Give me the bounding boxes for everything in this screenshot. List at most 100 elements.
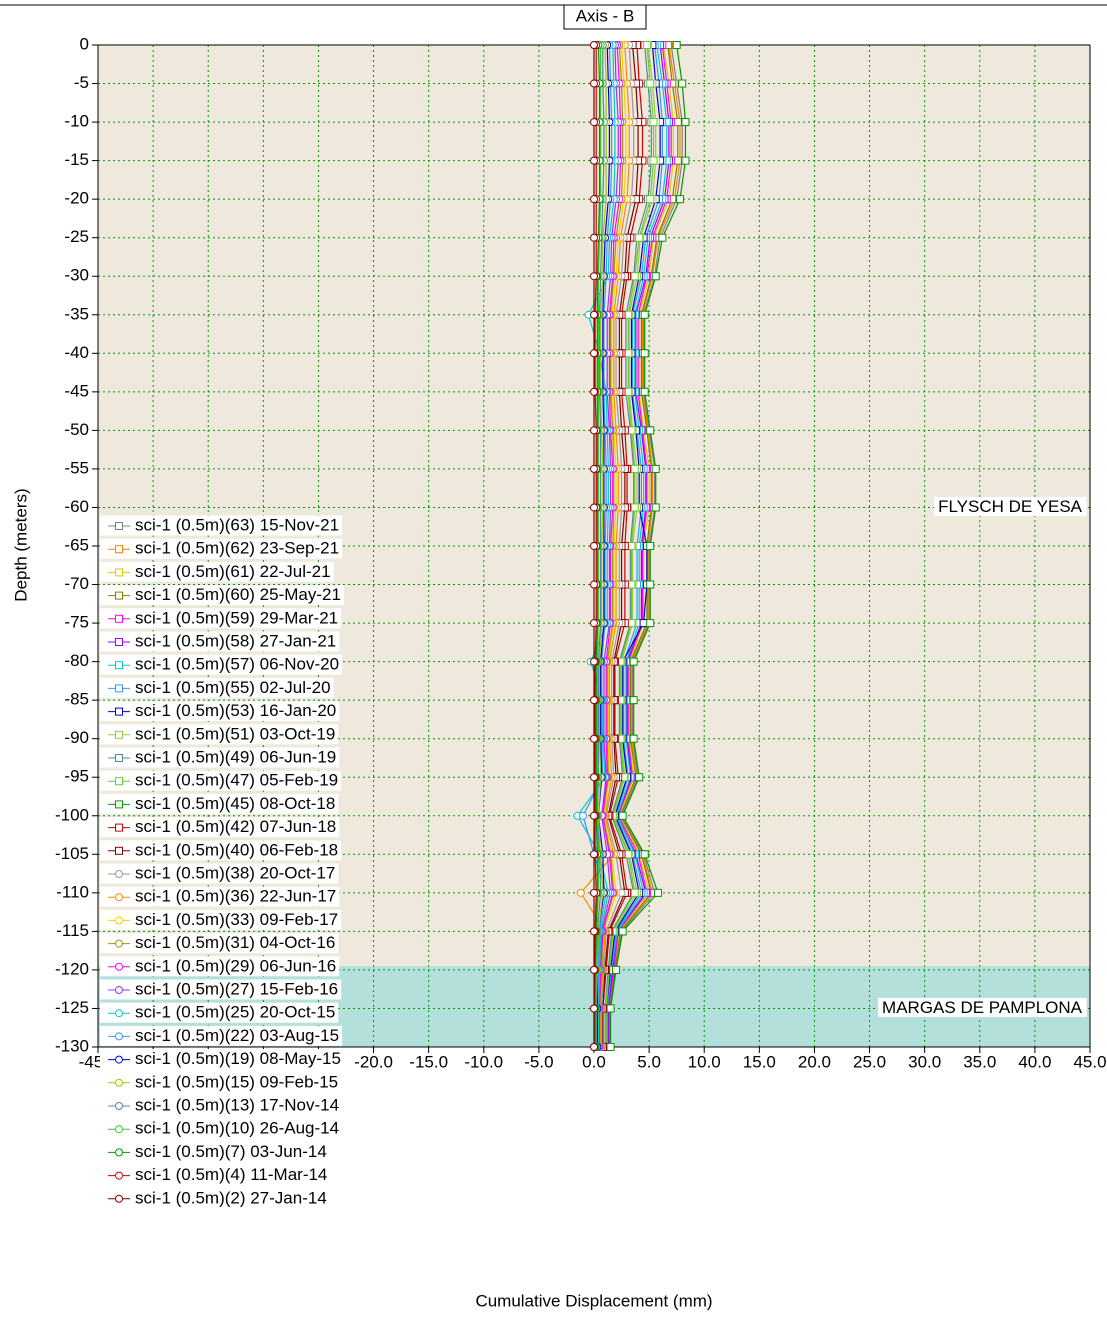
y-tick-label: -25 <box>64 227 89 246</box>
marker <box>590 233 598 242</box>
zone-label-bg <box>878 997 1087 1017</box>
legend-bg <box>100 747 340 768</box>
legend-marker <box>115 730 123 739</box>
legend-bg <box>100 1095 343 1116</box>
marker <box>590 1043 598 1051</box>
title-box <box>563 4 647 30</box>
marker <box>590 349 598 358</box>
marker <box>640 310 649 319</box>
y-tick-label: -65 <box>64 535 89 554</box>
legend-label: sci-1 (0.5m)(4) 11-Mar-14 <box>135 1165 327 1184</box>
legend-label: sci-1 (0.5m)(36) 22-Jun-17 <box>135 887 336 906</box>
marker <box>590 888 598 897</box>
legend-marker <box>115 684 123 693</box>
zone-label: FLYSCH DE YESA <box>938 497 1083 516</box>
x-axis-label: Cumulative Displacement (mm) <box>475 1291 712 1310</box>
y-tick-label: -80 <box>64 651 89 670</box>
marker <box>646 619 655 628</box>
y-tick-label: -5 <box>74 73 89 92</box>
y-tick-label: -10 <box>64 112 89 131</box>
marker <box>590 657 598 666</box>
marker <box>681 118 690 127</box>
legend-bg <box>100 1049 344 1070</box>
x-tick-label: 15.0 <box>743 1052 776 1071</box>
marker <box>590 387 598 396</box>
legend-label: sci-1 (0.5m)(45) 08-Oct-18 <box>135 794 335 813</box>
legend-label: sci-1 (0.5m)(38) 20-Oct-17 <box>135 863 335 882</box>
marker <box>624 387 633 396</box>
legend-label: sci-1 (0.5m)(25) 20-Oct-15 <box>135 1003 335 1022</box>
legend-bg <box>100 1141 330 1162</box>
marker <box>651 272 660 281</box>
marker <box>681 156 690 165</box>
legend-bg <box>100 1118 343 1139</box>
marker <box>627 619 636 628</box>
y-tick-label: -120 <box>55 959 89 978</box>
legend-label: sci-1 (0.5m)(33) 09-Feb-17 <box>135 910 338 929</box>
y-tick-label: -95 <box>64 767 89 786</box>
x-tick-label: 35.0 <box>963 1052 996 1071</box>
marker <box>635 233 644 242</box>
legend-label: sci-1 (0.5m)(60) 25-May-21 <box>135 585 341 604</box>
legend-label: sci-1 (0.5m)(7) 03-Jun-14 <box>135 1142 327 1161</box>
marker <box>673 118 682 127</box>
legend-marker <box>115 522 123 530</box>
marker <box>606 1004 615 1013</box>
legend-marker <box>115 893 123 902</box>
x-tick-label: 40.0 <box>1018 1052 1051 1071</box>
marker <box>640 349 649 358</box>
y-tick-label: -15 <box>64 150 89 169</box>
legend-marker <box>115 545 123 554</box>
x-tick-label: -5.0 <box>524 1052 553 1071</box>
y-tick-label: -100 <box>55 805 89 824</box>
legend-marker <box>115 823 123 832</box>
legend-label: sci-1 (0.5m)(53) 16-Jan-20 <box>135 701 336 720</box>
y-tick-label: -60 <box>64 497 89 516</box>
y-tick-label: -115 <box>56 921 89 940</box>
legend-label: sci-1 (0.5m)(61) 22-Jul-21 <box>135 562 331 581</box>
marker <box>590 580 598 589</box>
legend: sci-1 (0.5m)(63) 15-Nov-21 sci-1 (0.5m)(6… <box>100 515 344 1209</box>
marker <box>624 850 633 859</box>
legend-label: sci-1 (0.5m)(62) 23-Sep-21 <box>135 539 339 558</box>
y-tick-label: -130 <box>55 1036 89 1055</box>
legend-bg <box>100 1072 342 1093</box>
marker <box>590 1004 598 1013</box>
x-tick-label: 45.0 <box>1073 1052 1106 1071</box>
legend-marker <box>115 1171 123 1180</box>
y-tick-label: -70 <box>64 574 89 593</box>
legend-label: sci-1 (0.5m)(57) 06-Nov-20 <box>135 655 339 674</box>
x-tick-label: -20.0 <box>354 1052 393 1071</box>
legend-bg <box>100 793 339 814</box>
legend-marker <box>115 916 123 925</box>
x-tick-label: -10.0 <box>464 1052 503 1071</box>
legend-label: sci-1 (0.5m)(59) 29-Mar-21 <box>135 608 338 627</box>
marker <box>590 272 598 281</box>
legend-bg <box>100 909 342 930</box>
marker <box>590 734 598 743</box>
marker <box>590 619 598 628</box>
marker <box>624 349 633 358</box>
y-tick-label: -90 <box>64 728 89 747</box>
legend-marker <box>115 614 123 623</box>
y-tick-label: -40 <box>64 343 89 362</box>
legend-bg <box>100 538 343 559</box>
x-tick-label: -15.0 <box>409 1052 448 1071</box>
marker <box>624 310 633 319</box>
marker <box>590 696 598 705</box>
legend-marker <box>115 986 123 994</box>
legend-bg <box>100 979 342 1000</box>
legend-label: sci-1 (0.5m)(47) 05-Feb-19 <box>135 771 338 790</box>
y-tick-label: -75 <box>64 613 89 632</box>
legend-bg <box>100 561 334 582</box>
x-tick-label: 20.0 <box>798 1052 831 1071</box>
marker <box>590 79 598 88</box>
legend-label: sci-1 (0.5m)(51) 03-Oct-19 <box>135 724 335 743</box>
legend-bg <box>100 863 339 884</box>
zone-label-bg <box>934 496 1087 516</box>
y-tick-label: -35 <box>64 304 89 323</box>
legend-label: sci-1 (0.5m)(42) 07-Jun-18 <box>135 817 336 836</box>
marker <box>590 195 598 204</box>
legend-bg <box>100 1025 343 1046</box>
